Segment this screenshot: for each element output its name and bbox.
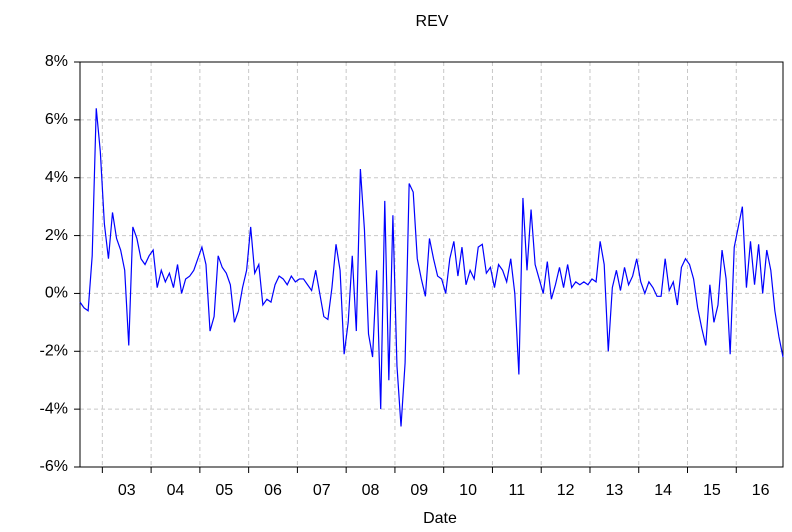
x-tick-label: 15 [703,482,721,499]
chart-title: REV [416,13,449,30]
x-tick-label: 12 [557,482,575,499]
x-tick-label: 14 [654,482,672,499]
x-axis-label: Date [423,510,457,527]
plot-frame [79,61,784,468]
y-tick-label: -6% [40,458,68,475]
x-tick-label: 08 [362,482,380,499]
x-tick-label: 16 [752,482,770,499]
y-tick-label: 8% [45,53,68,70]
x-tick-label: 07 [313,482,331,499]
x-tick-label: 10 [459,482,477,499]
x-tick-label: 11 [509,482,526,499]
x-tick-label: 03 [118,482,136,499]
x-tick-label: 09 [410,482,428,499]
y-tick-label: -4% [40,400,68,417]
x-tick-label: 13 [605,482,623,499]
y-tick-label: -2% [40,343,68,360]
x-tick-label: 04 [167,482,185,499]
x-tick-label: 05 [215,482,233,499]
y-tick-label: 0% [45,285,68,302]
y-tick-label: 4% [45,169,68,186]
y-tick-label: 2% [45,227,68,244]
data-line [79,108,784,427]
x-tick-label: 06 [264,482,282,499]
y-tick-label: 6% [45,111,68,128]
